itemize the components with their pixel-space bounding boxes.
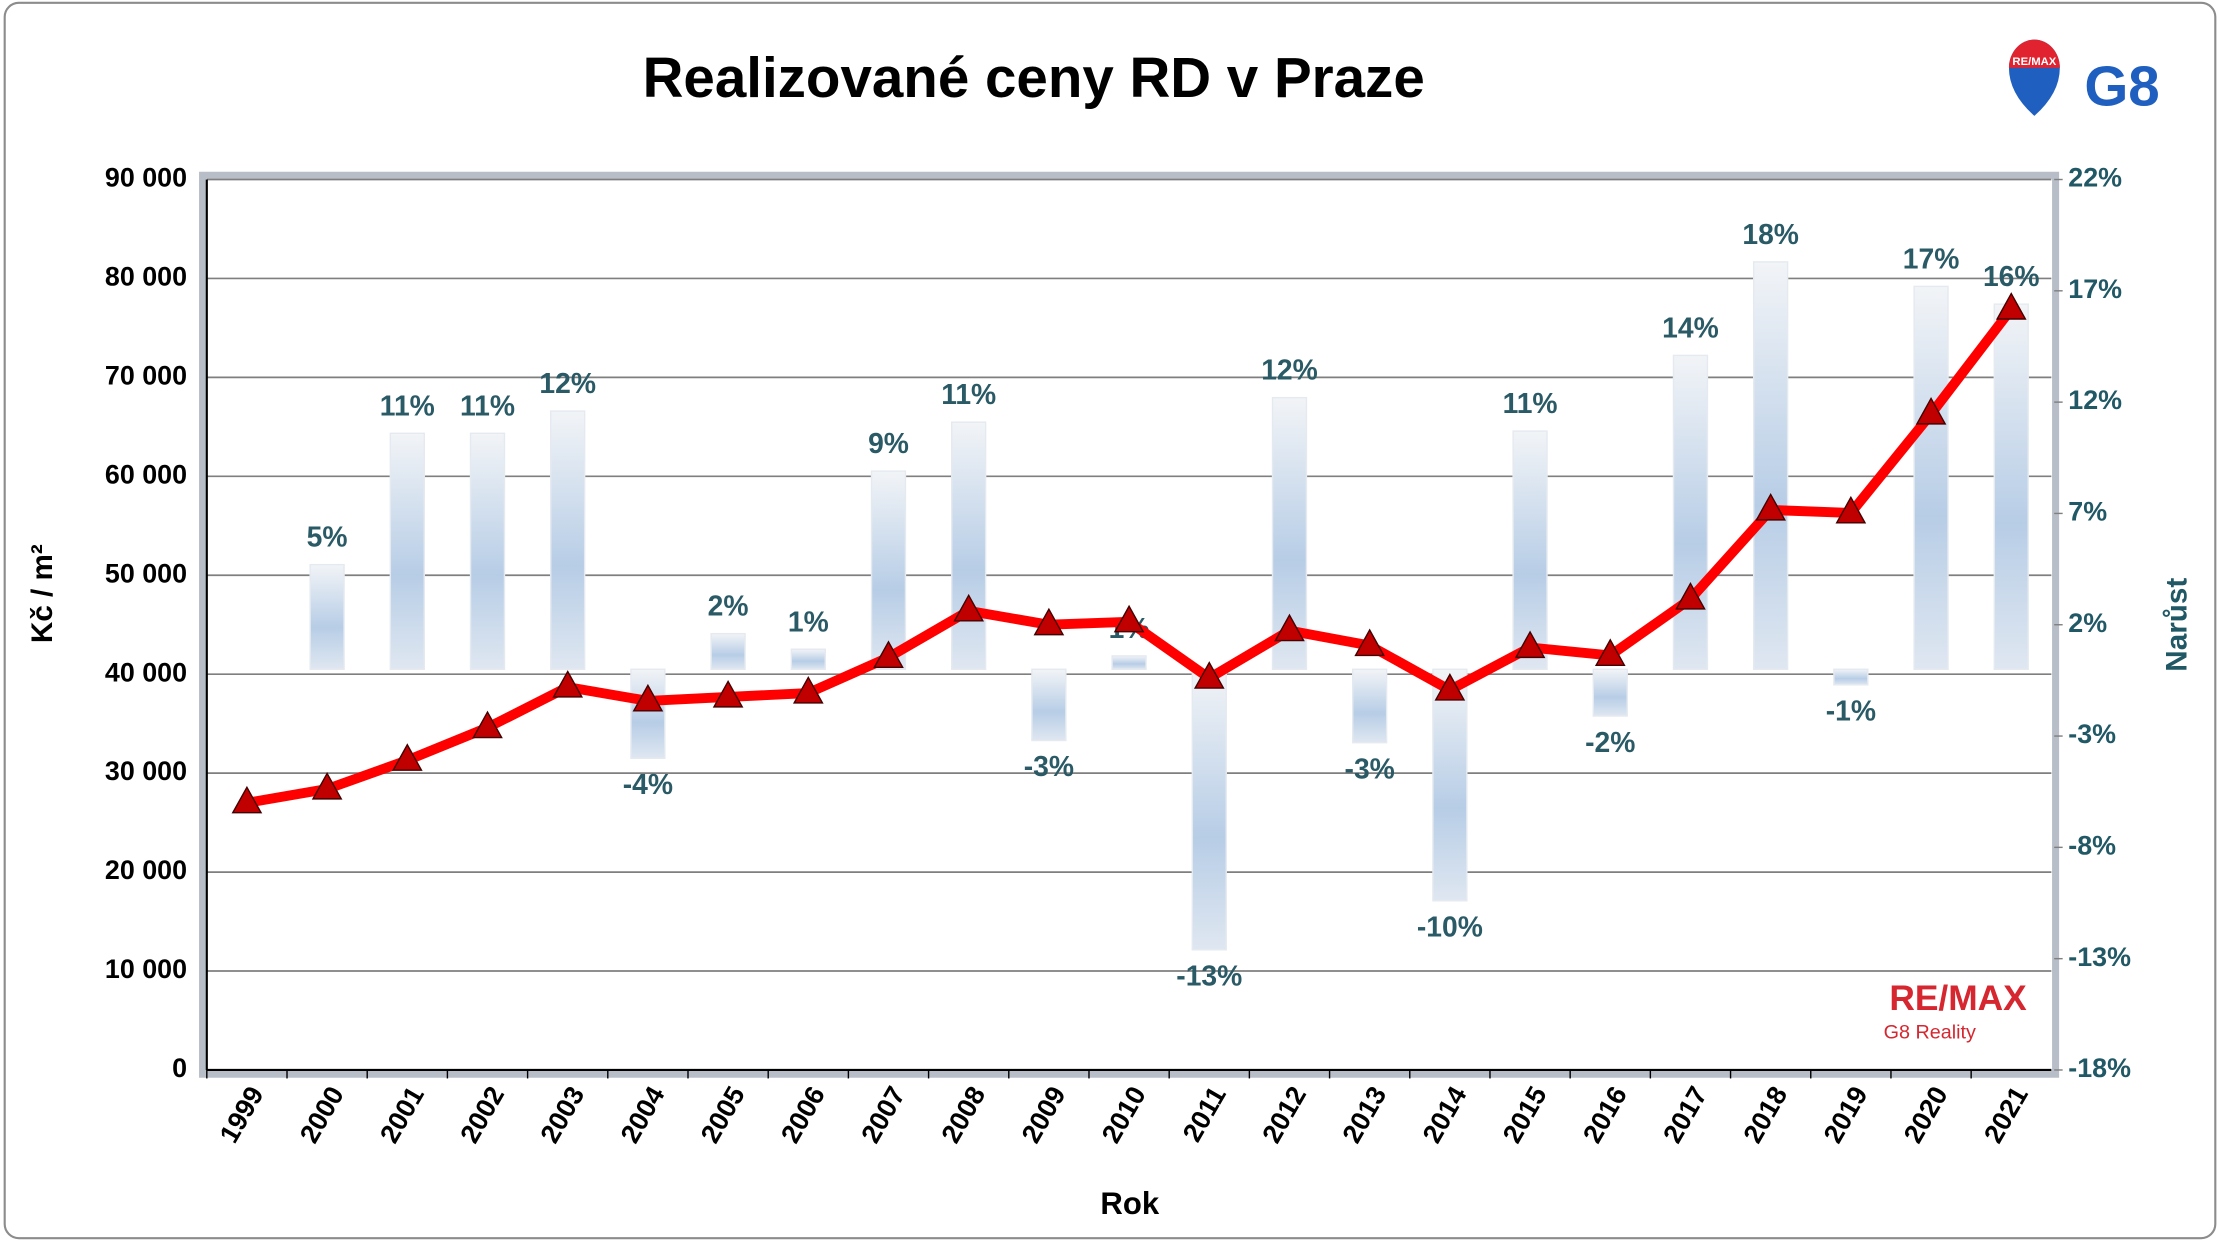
bar	[1993, 303, 2029, 670]
data-label: 2%	[708, 590, 749, 622]
bar	[1833, 668, 1869, 686]
data-label: -10%	[1417, 911, 1483, 943]
x-axis-title: Rok	[1100, 1186, 1159, 1221]
data-label: -3%	[1024, 750, 1074, 782]
marker	[953, 593, 985, 622]
data-label: 5%	[307, 521, 348, 553]
bar	[951, 421, 987, 670]
y-tick-label: 40 000	[105, 657, 187, 687]
bar	[870, 470, 907, 670]
y2-tick-label: -3%	[2068, 719, 2116, 749]
data-label: -2%	[1585, 726, 1635, 758]
bar	[1913, 285, 1949, 670]
data-label: 11%	[460, 389, 515, 421]
marker	[1675, 582, 1706, 610]
balloon-text: RE/MAX	[2012, 56, 2056, 68]
data-label: 11%	[1503, 387, 1558, 419]
bar	[1031, 668, 1067, 742]
marker	[1193, 661, 1225, 689]
y-tick-label: 0	[172, 1053, 187, 1083]
marker	[1434, 673, 1466, 701]
marker	[1113, 604, 1145, 633]
bar	[1512, 430, 1548, 670]
bar	[469, 432, 506, 670]
y-tick-label: 90 000	[105, 163, 187, 193]
y-axis-title: Kč / m²	[26, 544, 59, 643]
bar	[1672, 354, 1709, 670]
data-label: 17%	[1903, 242, 1960, 274]
bar	[1592, 668, 1628, 717]
marker	[1995, 292, 2027, 320]
y2-tick-label: 12%	[2068, 385, 2122, 415]
data-label: 11%	[380, 389, 435, 421]
chart-title: Realizované ceny RD v Praze	[643, 46, 1425, 109]
bar	[1352, 668, 1388, 744]
y2-tick-label: -8%	[2068, 830, 2116, 860]
marker	[1755, 492, 1786, 521]
marker	[792, 676, 824, 704]
data-label: 18%	[1742, 218, 1799, 250]
marker	[472, 710, 503, 739]
marker	[632, 683, 664, 712]
marker	[1033, 607, 1065, 636]
y-tick-label: 50 000	[105, 558, 187, 588]
y2-axis-title: Narůst	[2160, 578, 2193, 672]
y2-tick-label: -18%	[2068, 1053, 2131, 1083]
marker	[1594, 638, 1626, 667]
y-tick-label: 70 000	[105, 360, 187, 390]
data-label: 14%	[1662, 311, 1719, 343]
data-label: -1%	[1826, 695, 1876, 727]
data-label: 9%	[868, 427, 909, 459]
y2-tick-label: 17%	[2068, 274, 2122, 304]
data-label: 11%	[941, 378, 996, 410]
marker	[231, 785, 263, 814]
y-tick-label: 30 000	[105, 756, 187, 786]
bar	[1432, 668, 1468, 902]
bar	[630, 668, 666, 760]
data-label: -4%	[623, 768, 673, 800]
marker	[311, 771, 343, 800]
bar	[790, 648, 826, 670]
data-label: -3%	[1345, 752, 1395, 784]
brand: RE/MAX	[1889, 979, 2027, 1018]
balloon-top	[2008, 39, 2060, 68]
marker	[1514, 630, 1546, 659]
y2-tick-label: 22%	[2068, 163, 2122, 193]
data-label: -13%	[1176, 959, 1242, 991]
marker	[873, 640, 904, 668]
marker	[712, 679, 744, 708]
bar	[1111, 655, 1147, 670]
y-tick-label: 20 000	[105, 855, 187, 885]
y2-tick-label: 7%	[2068, 497, 2107, 527]
marker	[1835, 495, 1867, 524]
marker	[1354, 628, 1386, 657]
data-label: 12%	[1261, 354, 1318, 386]
y2-tick-label: -13%	[2068, 942, 2131, 972]
y-tick-label: 60 000	[105, 459, 187, 489]
bar	[1191, 668, 1227, 951]
logo-mark: G8	[2084, 54, 2159, 117]
bar	[389, 432, 425, 670]
bar	[710, 632, 746, 670]
y-tick-label: 10 000	[105, 954, 187, 984]
marker	[552, 670, 584, 698]
y2-tick-label: 2%	[2068, 608, 2107, 638]
marker	[1915, 396, 1947, 425]
data-label: 12%	[539, 367, 596, 399]
bar	[309, 563, 345, 670]
data-label: 1%	[788, 605, 829, 637]
marker	[391, 743, 423, 771]
brand-sub: G8 Reality	[1884, 1021, 1976, 1043]
bar	[550, 410, 586, 670]
y-tick-label: 80 000	[105, 262, 187, 292]
data-label: 16%	[1983, 260, 2040, 292]
marker	[1274, 613, 1305, 642]
bar	[1752, 261, 1789, 670]
